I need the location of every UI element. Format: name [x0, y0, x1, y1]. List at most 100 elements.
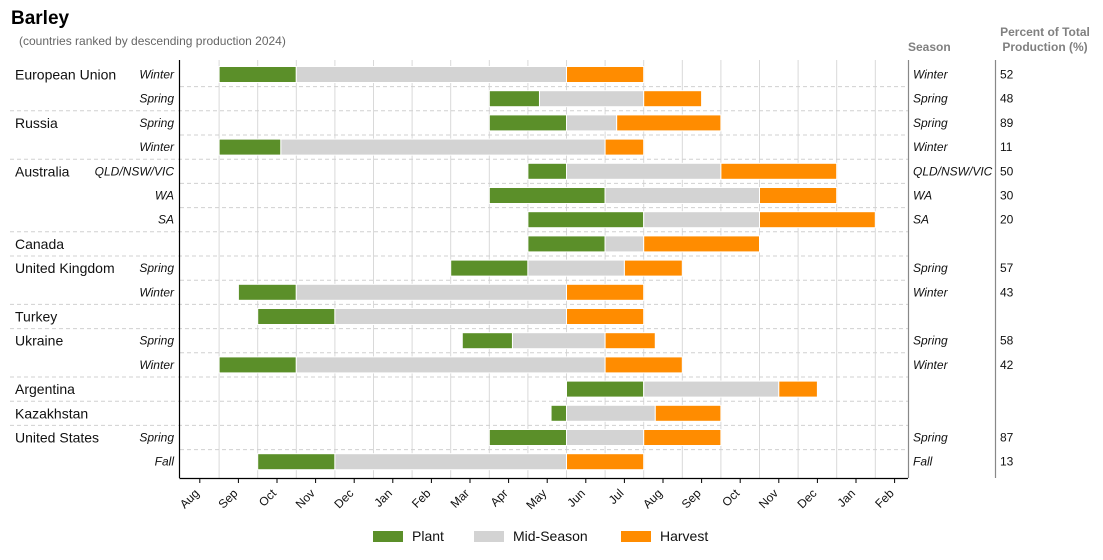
- bar-mid-0: [295, 66, 567, 83]
- season-label-left: Spring: [139, 261, 174, 275]
- x-tick-label: Mar: [448, 486, 473, 511]
- country-label: Russia: [15, 115, 58, 131]
- bar-plant-10: [257, 308, 336, 325]
- bar-harvest-4: [720, 162, 838, 180]
- x-tick-label: Dec: [795, 486, 820, 511]
- row-separators: [10, 86, 908, 451]
- season-label-right: Winter: [913, 358, 949, 372]
- country-label: Ukraine: [15, 333, 63, 349]
- season-column-header: Season: [908, 40, 951, 54]
- percent-header-line2: Production (%): [1002, 40, 1087, 54]
- bar-harvest-13: [778, 380, 818, 398]
- season-label-right: Winter: [913, 140, 949, 154]
- country-label: Australia: [15, 163, 70, 179]
- season-label-left: Spring: [139, 92, 174, 106]
- country-label: United Kingdom: [15, 260, 115, 276]
- season-label-left: Winter: [139, 68, 175, 82]
- season-label-left: WA: [155, 189, 174, 203]
- percent-header-line1: Percent of Total: [1000, 25, 1090, 39]
- legend-label-harvest: Harvest: [660, 528, 708, 544]
- season-label-right: Spring: [913, 261, 948, 275]
- bar-harvest-9: [566, 283, 645, 301]
- country-label: European Union: [15, 67, 116, 83]
- bar-plant-16: [257, 453, 336, 471]
- country-label: Kazakhstan: [15, 405, 88, 421]
- bar-mid-15: [566, 429, 645, 446]
- bar-harvest-0: [566, 66, 645, 83]
- bar-mid-2: [566, 114, 618, 132]
- legend-swatch-mid: [474, 531, 504, 542]
- season-label-right: Winter: [913, 68, 949, 82]
- bars-layer: [218, 66, 876, 471]
- percent-label: 50: [1000, 164, 1014, 178]
- season-label-right: Fall: [913, 455, 933, 469]
- country-label: Turkey: [15, 309, 57, 325]
- season-label-left: Spring: [139, 431, 174, 445]
- legend-label-mid: Mid-Season: [513, 528, 588, 544]
- bar-mid-4: [566, 162, 722, 180]
- bar-mid-7: [604, 235, 645, 253]
- chart-subtitle: (countries ranked by descending producti…: [19, 34, 286, 48]
- x-tick-label: Jul: [606, 486, 627, 507]
- chart-title: Barley: [11, 8, 70, 29]
- x-tick-label: Dec: [331, 486, 356, 511]
- x-tick-label: Sep: [679, 486, 704, 511]
- bar-plant-14: [550, 404, 567, 422]
- x-tick-label: Oct: [719, 486, 743, 510]
- x-tick-label: Apr: [488, 486, 511, 509]
- season-label-left: Winter: [139, 358, 175, 372]
- x-tick-label: Aug: [177, 486, 202, 511]
- legend-swatch-harvest: [621, 531, 651, 542]
- x-tick-label: Sep: [216, 486, 241, 511]
- season-label-left: Winter: [139, 285, 175, 299]
- x-tick-label: Nov: [756, 486, 781, 511]
- bar-mid-9: [295, 283, 567, 301]
- percent-label: 57: [1000, 261, 1014, 275]
- legend: Plant Mid-Season Harvest: [373, 528, 708, 544]
- percent-label: 13: [1000, 455, 1014, 469]
- season-label-right: WA: [913, 189, 932, 203]
- bar-harvest-16: [566, 453, 645, 471]
- x-tick-label: Oct: [256, 486, 280, 510]
- bar-mid-6: [643, 211, 761, 229]
- x-tick-label: Aug: [640, 486, 665, 511]
- legend-label-plant: Plant: [412, 528, 444, 544]
- x-tick-label: Jun: [564, 486, 588, 510]
- percent-label: 48: [1000, 92, 1014, 106]
- bar-mid-3: [280, 138, 606, 156]
- x-tick-label: Jan: [371, 486, 395, 510]
- bar-harvest-12: [604, 356, 683, 374]
- bar-mid-13: [643, 380, 780, 398]
- bar-plant-11: [461, 332, 513, 350]
- bar-harvest-11: [604, 332, 656, 350]
- bar-plant-3: [218, 138, 282, 156]
- bar-mid-8: [527, 259, 625, 277]
- season-label-right: SA: [913, 213, 929, 227]
- x-tick-label: Feb: [409, 486, 434, 511]
- season-label-left: QLD/NSW/VIC: [95, 164, 175, 178]
- bar-harvest-1: [643, 90, 703, 108]
- bar-plant-4: [527, 162, 568, 180]
- bar-mid-14: [566, 404, 656, 422]
- season-label-right: Spring: [913, 431, 948, 445]
- percent-label: 87: [1000, 431, 1014, 445]
- percent-label: 11: [1000, 140, 1013, 154]
- bar-mid-11: [511, 332, 606, 350]
- x-tick-label: Jan: [835, 486, 859, 510]
- row-labels: European Union Winter Winter 52 Spring Spring…: [15, 67, 1014, 469]
- season-label-left: Winter: [139, 140, 175, 154]
- bar-plant-9: [237, 283, 297, 301]
- season-label-right: Spring: [913, 334, 948, 348]
- x-tick-label: Feb: [872, 486, 897, 511]
- bar-plant-5: [488, 187, 606, 204]
- percent-label: 42: [1000, 358, 1014, 372]
- season-label-right: Spring: [913, 92, 948, 106]
- bar-harvest-7: [643, 235, 761, 253]
- bar-mid-16: [334, 453, 567, 471]
- season-label-left: Spring: [139, 334, 174, 348]
- bar-mid-10: [334, 308, 567, 325]
- bar-harvest-14: [654, 404, 722, 422]
- bar-plant-15: [488, 429, 567, 446]
- bar-harvest-2: [616, 114, 722, 132]
